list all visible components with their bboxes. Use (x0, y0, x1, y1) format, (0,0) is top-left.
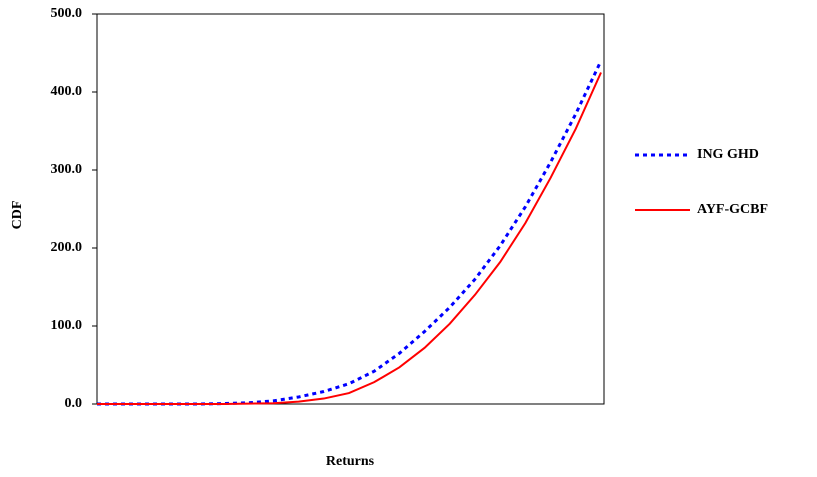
series-line (97, 72, 602, 405)
y-tick-label: 100.0 (51, 318, 83, 333)
legend-label: ING GHD (697, 147, 759, 162)
plot-frame (96, 13, 605, 405)
y-tick-label: 400.0 (51, 84, 83, 99)
y-tick-label: 500.0 (51, 6, 83, 21)
y-tick-label: 300.0 (51, 162, 83, 177)
y-axis-label: CDF (10, 201, 25, 230)
x-axis-label: Returns (326, 454, 375, 469)
legend-label: AYF-GCBF (697, 202, 768, 217)
y-tick-label: 200.0 (51, 240, 83, 255)
y-tick-label: 0.0 (65, 396, 83, 411)
series-line (97, 60, 603, 406)
